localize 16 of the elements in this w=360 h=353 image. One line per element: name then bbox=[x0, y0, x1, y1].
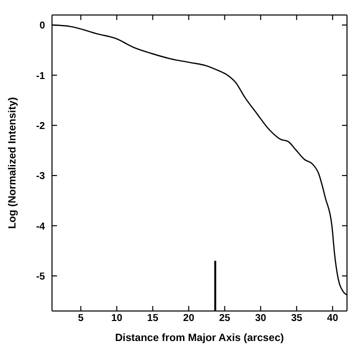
x-tick-label: 30 bbox=[255, 313, 267, 324]
x-tick-label: 20 bbox=[183, 313, 195, 324]
y-tick-label: -5 bbox=[36, 271, 46, 282]
y-tick-label: -3 bbox=[36, 171, 46, 182]
y-tick-label: -2 bbox=[36, 120, 46, 132]
y-axis-title: Log (Normalized Intensity) bbox=[6, 97, 19, 229]
x-axis-title: Distance from Major Axis (arcsec) bbox=[115, 332, 284, 344]
y-tick-label: -4 bbox=[36, 221, 46, 232]
y-tick-label: -1 bbox=[36, 70, 46, 82]
y-tick-label: 0 bbox=[39, 20, 46, 32]
x-tick-label: 40 bbox=[327, 313, 339, 324]
x-tick-label: 25 bbox=[219, 313, 231, 324]
x-tick-label: 35 bbox=[291, 313, 303, 324]
x-tick-label: 15 bbox=[147, 313, 159, 324]
x-tick-label: 5 bbox=[78, 313, 84, 324]
x-tick-label: 10 bbox=[111, 313, 123, 324]
